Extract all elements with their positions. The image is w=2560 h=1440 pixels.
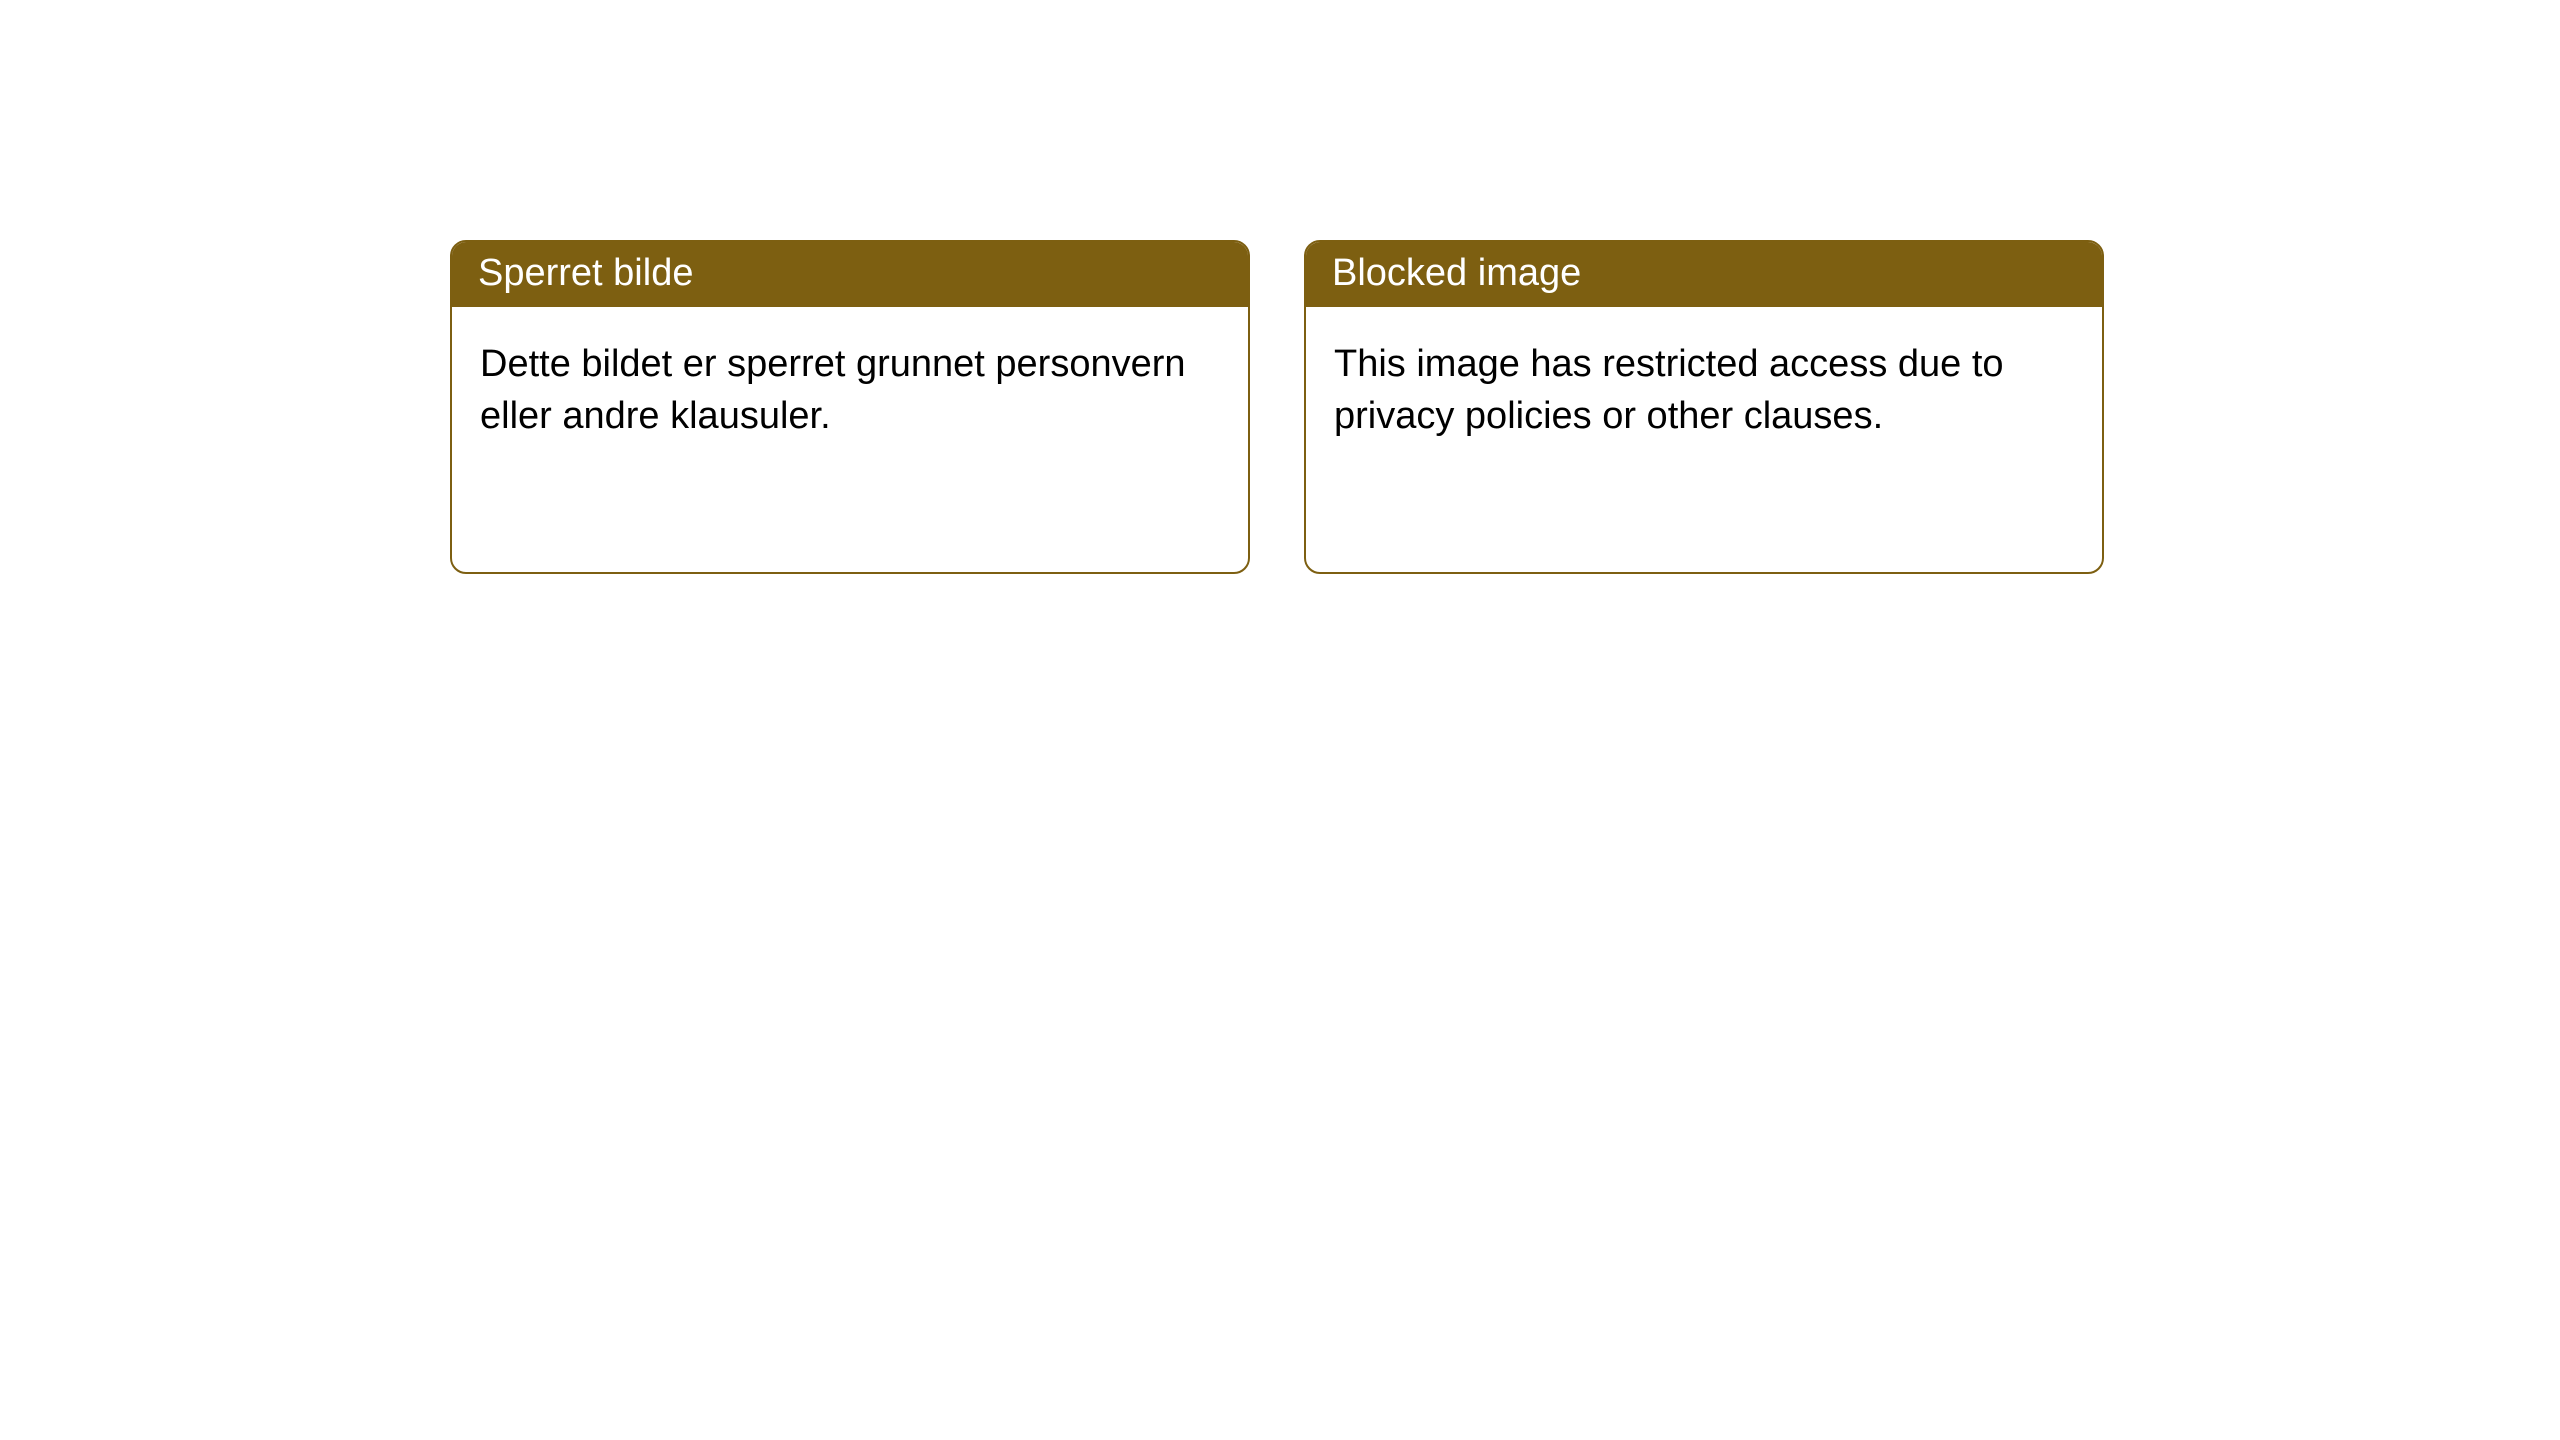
notice-cards-container: Sperret bilde Dette bildet er sperret gr… [0,0,2560,574]
notice-card-english: Blocked image This image has restricted … [1304,240,2104,574]
notice-card-body: This image has restricted access due to … [1306,307,2102,474]
notice-card-body: Dette bildet er sperret grunnet personve… [452,307,1248,474]
notice-card-title: Blocked image [1306,242,2102,307]
notice-card-title: Sperret bilde [452,242,1248,307]
notice-card-norwegian: Sperret bilde Dette bildet er sperret gr… [450,240,1250,574]
